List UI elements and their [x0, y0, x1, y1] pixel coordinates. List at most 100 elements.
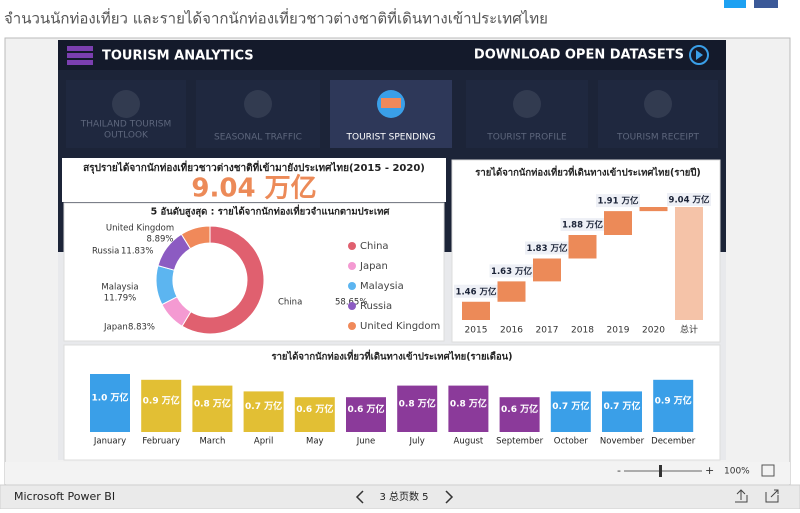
slice-name: China: [278, 298, 302, 308]
brand-icon: [67, 46, 93, 65]
monthly-title: รายได้จากนักท่องเที่ยวที่เดินทางเข้าประเ…: [271, 349, 512, 363]
bar: [397, 385, 438, 432]
zoom-level: 100%: [724, 467, 750, 477]
waterfall-bar: [497, 281, 526, 302]
total-bar: [675, 207, 703, 320]
nav-label[interactable]: TOURISM RECEIPT: [616, 133, 699, 143]
legend-label: United Kingdom: [360, 321, 440, 332]
x-tick-label: October: [554, 437, 589, 447]
value-label: 0.7 万亿: [552, 400, 589, 412]
value-label: 0.7 万亿: [245, 400, 282, 412]
slice-name: Malaysia: [101, 283, 138, 293]
twitter-button[interactable]: [724, 0, 746, 8]
nav-label[interactable]: OUTLOOK: [104, 131, 149, 141]
value-label: 1.46 万亿: [456, 286, 497, 297]
bar: [141, 379, 182, 432]
waterfall-bar: [533, 258, 561, 282]
x-tick-label: 2015: [465, 326, 488, 336]
share-button[interactable]: [735, 489, 748, 503]
x-tick-label: February: [142, 437, 180, 447]
nav-label[interactable]: SEASONAL TRAFFIC: [214, 133, 302, 143]
fullscreen-button[interactable]: [765, 489, 779, 503]
waterfall-bar: [462, 301, 490, 320]
label-box: [596, 194, 640, 208]
slice-name: Japan: [103, 323, 128, 333]
value-label: 0.6 万亿: [501, 403, 538, 415]
label-box: [454, 284, 498, 298]
slice-label: 11.83%: [121, 247, 153, 257]
label-box: [489, 264, 534, 278]
brand: TOURISM ANALYTICS: [102, 49, 254, 64]
legend-label: China: [360, 241, 389, 252]
bar: [653, 379, 694, 432]
download-icon[interactable]: [689, 45, 709, 65]
summary-card: [62, 158, 446, 202]
bar: [192, 385, 233, 432]
x-tick-label: March: [199, 437, 225, 447]
value-label: 0.8 万亿: [194, 397, 231, 409]
donut-slice: [180, 225, 211, 250]
donut-title: 5 อันดับสูงสุด : รายได้จากนักท่องเที่ยวจ…: [151, 204, 391, 219]
x-tick-label: 2018: [571, 326, 594, 336]
x-tick-label: 2019: [607, 326, 630, 336]
slice-label: 8.89%: [146, 235, 173, 245]
slice-name: United Kingdom: [106, 224, 174, 234]
legend-label: Japan: [359, 261, 388, 272]
donut-slice: [181, 225, 265, 335]
nav-label[interactable]: TOURIST SPENDING: [346, 133, 436, 143]
nav-icon: [112, 90, 140, 118]
nav-label[interactable]: TOURIST PROFILE: [486, 133, 567, 143]
waterfall-bar: [639, 207, 668, 212]
next-page[interactable]: [445, 490, 454, 504]
value-label: 0.6 万亿: [296, 403, 333, 415]
value-label: 0.8 万亿: [450, 397, 487, 409]
label-box: [525, 241, 569, 255]
x-tick-label: January: [93, 437, 126, 447]
zoom-thumb[interactable]: [659, 465, 662, 477]
nav-icon: [513, 90, 541, 118]
legend-label: Russia: [360, 301, 392, 312]
value-label: 1.88 万亿: [562, 220, 603, 231]
x-tick-label: November: [600, 437, 645, 447]
page-indicator: 3 总页数 5: [379, 490, 428, 503]
value-label: 1.63 万亿: [491, 266, 532, 277]
zoom-in[interactable]: +: [705, 464, 714, 477]
waterfall-bar: [568, 235, 597, 259]
value-label: 0.9 万亿: [143, 394, 180, 406]
nav-label[interactable]: THAILAND TOURISM: [80, 120, 172, 130]
zoom-bar: [5, 462, 790, 484]
bar: [602, 391, 642, 432]
x-tick-label: December: [651, 437, 696, 447]
value-label: 1.0 万亿: [91, 392, 128, 404]
summary-title: สรุปรายได้จากนักท่องเที่ยวชาวต่างชาติที่…: [83, 160, 425, 174]
bar: [346, 397, 386, 432]
legend-label: Malaysia: [360, 281, 404, 292]
value-label: 0.9 万亿: [655, 394, 692, 406]
zoom-out[interactable]: -: [617, 464, 621, 477]
summary-value: 9.04 万亿: [191, 174, 316, 204]
slice-label: 11.79%: [104, 294, 136, 304]
x-tick-label: August: [454, 437, 484, 447]
value-label: 1.91 万亿: [598, 196, 639, 207]
footer-bar: [0, 484, 800, 510]
x-tick-label: 2020: [642, 326, 665, 336]
slice-name: Russia: [92, 247, 119, 257]
x-tick-label: 总计: [680, 324, 698, 336]
slice-label: 8.83%: [128, 323, 155, 333]
page-title: จำนวนนักท่องเที่ยว และรายได้จากนักท่องเท…: [4, 8, 548, 28]
bar: [243, 391, 284, 432]
value-label: 0.6 万亿: [347, 403, 384, 415]
download-link[interactable]: DOWNLOAD OPEN DATASETS: [474, 48, 684, 63]
prev-page[interactable]: [355, 490, 364, 504]
value-label: 0.7 万亿: [603, 400, 640, 412]
fit-page-button[interactable]: [761, 464, 775, 477]
header-bar: [58, 40, 726, 70]
x-tick-label: September: [496, 437, 543, 447]
total-label: 9.04 万亿: [669, 195, 710, 206]
legend-swatch: [348, 302, 356, 310]
bar: [90, 374, 130, 432]
nav-icon: [244, 90, 272, 118]
facebook-button[interactable]: [754, 0, 778, 8]
